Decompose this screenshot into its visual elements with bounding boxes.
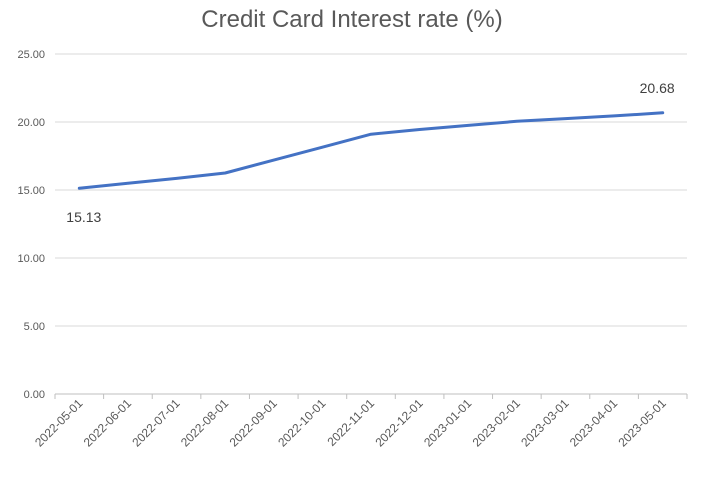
data-label: 20.68: [640, 80, 675, 96]
y-tick-label: 15.00: [17, 185, 45, 197]
y-tick-label: 10.00: [17, 253, 45, 265]
chart-title: Credit Card Interest rate (%): [201, 6, 503, 33]
x-tick-label: 2022-07-01: [129, 396, 183, 450]
series-group: [77, 111, 665, 190]
data-labels: 15.13 20.68: [66, 80, 675, 225]
x-axis-ticks: 2022-05-012022-06-012022-07-012022-08-01…: [32, 396, 669, 450]
x-tick-label: 2023-02-01: [470, 396, 524, 450]
x-tick-label: 2022-05-01: [32, 396, 86, 450]
x-tick-label: 2023-03-01: [518, 396, 572, 450]
y-tick-label: 5.00: [24, 321, 45, 333]
x-tick-label: 2022-10-01: [275, 396, 329, 450]
x-tick-label: 2023-05-01: [616, 396, 670, 450]
x-tick-label: 2022-09-01: [227, 396, 281, 450]
y-tick-label: 0.00: [24, 389, 45, 401]
x-tick-label: 2022-06-01: [81, 396, 135, 450]
x-tick-label: 2022-08-01: [178, 396, 232, 450]
y-tick-label: 20.00: [17, 117, 45, 129]
x-tick-label: 2022-11-01: [324, 396, 377, 449]
x-axis: [54, 393, 688, 399]
gridlines: [55, 53, 687, 327]
y-axis-ticks: 0.00 5.00 10.00 15.00 20.00 25.00: [17, 49, 45, 401]
x-tick-label: 2022-12-01: [372, 396, 426, 450]
y-tick-label: 25.00: [17, 49, 45, 61]
data-label: 15.13: [66, 209, 101, 225]
x-tick-label: 2023-01-01: [421, 396, 475, 450]
series-line: [77, 111, 665, 190]
x-tick-label: 2023-04-01: [567, 396, 621, 450]
